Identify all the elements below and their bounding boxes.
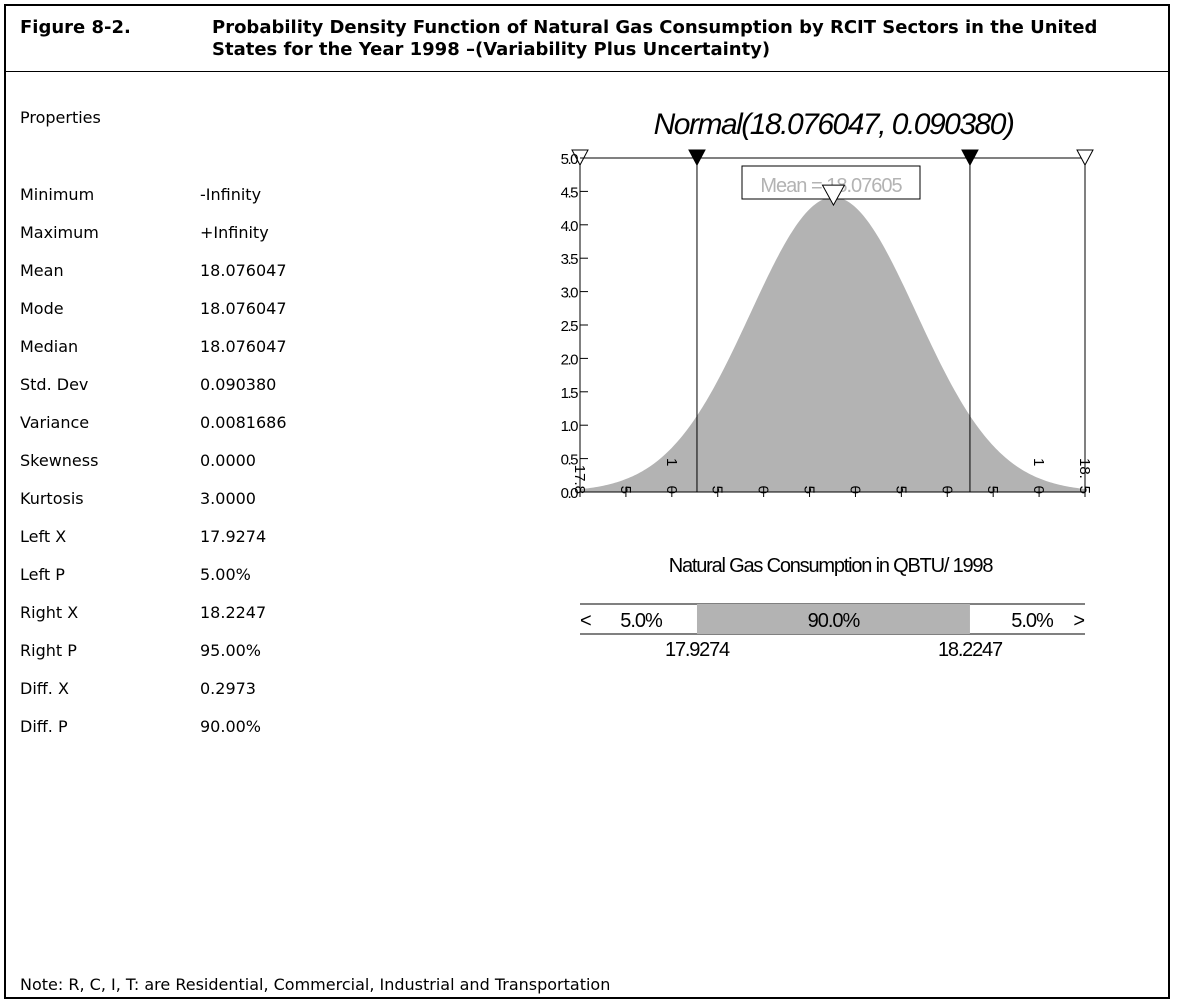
property-value: 3.0000 xyxy=(200,489,256,508)
property-name: Left P xyxy=(20,565,65,584)
prob-bar-middle-segment xyxy=(696,604,970,634)
x-tick-label: 5 xyxy=(617,486,634,494)
y-tick-label: 2.0 xyxy=(561,351,579,368)
property-name: Median xyxy=(20,337,79,356)
property-value: 17.9274 xyxy=(200,527,267,546)
prob-bar-left-value: 17.9274 xyxy=(665,639,730,661)
figure-label: Figure 8-2. xyxy=(20,17,131,38)
property-value: 0.090380 xyxy=(200,375,277,394)
property-name: Mode xyxy=(20,299,64,318)
figure-frame xyxy=(4,4,1170,999)
property-value: 90.00% xyxy=(200,717,262,736)
y-tick-label: 5.0 xyxy=(561,151,579,168)
y-tick-label: 4.5 xyxy=(561,184,579,201)
title-divider xyxy=(4,71,1170,72)
x-tick-label: 5 xyxy=(709,486,726,494)
x-tick-label: 5 xyxy=(984,486,1001,494)
y-tick-label: 1.5 xyxy=(561,385,579,402)
prob-bar-right-value: 18.2247 xyxy=(938,639,1003,661)
property-name: Right X xyxy=(20,603,79,622)
chart-title: Normal(18.076047, 0.090380) xyxy=(654,108,1014,141)
property-name: Kurtosis xyxy=(20,489,84,508)
right-delimiter-marker-icon xyxy=(961,149,979,167)
x-tick-label: 5 xyxy=(801,486,818,494)
property-value: 0.2973 xyxy=(200,679,256,698)
x-tick-label-partial: 1 xyxy=(663,458,680,466)
prob-bar-left-arrow: < xyxy=(580,610,592,632)
prob-bar-right-arrow: > xyxy=(1073,610,1085,632)
x-tick-label: 0 xyxy=(755,486,772,494)
property-value: 0.0000 xyxy=(200,451,256,470)
x-tick-label: 5 xyxy=(1076,486,1093,494)
property-value: 18.076047 xyxy=(200,261,287,280)
property-value: 18.076047 xyxy=(200,337,287,356)
footnote: Note: R, C, I, T: are Residential, Comme… xyxy=(20,975,611,994)
y-tick-label: 3.5 xyxy=(561,251,579,268)
y-tick-label: 2.5 xyxy=(561,318,579,335)
x-tick-label: 0 xyxy=(938,486,955,494)
prob-bar-right-pct: 5.0% xyxy=(1011,610,1054,632)
y-tick-label: 4.0 xyxy=(561,218,579,235)
property-name: Right P xyxy=(20,641,77,660)
x-tick-label: 5 xyxy=(892,486,909,494)
y-tick-label: 1.0 xyxy=(561,418,579,435)
x-axis-title: Natural Gas Consumption in QBTU/ 1998 xyxy=(669,555,994,577)
y-tick-label: 0.5 xyxy=(561,452,579,469)
x-tick-label: 0 xyxy=(846,486,863,494)
x-tick-label: 0 xyxy=(663,486,680,494)
properties-heading: Properties xyxy=(20,108,101,127)
prob-bar-middle-pct: 90.0% xyxy=(808,610,861,632)
density-area xyxy=(580,197,1085,492)
x-tick-label-partial: 1 xyxy=(1030,458,1047,466)
property-name: Left X xyxy=(20,527,67,546)
property-value: -Infinity xyxy=(200,185,262,204)
property-name: Variance xyxy=(20,413,90,432)
property-value: 18.2247 xyxy=(200,603,267,622)
left-delimiter-marker-icon xyxy=(688,149,706,167)
property-name: Mean xyxy=(20,261,64,280)
property-name: Diff. X xyxy=(20,679,69,698)
mean-marker-icon xyxy=(821,184,846,207)
y-tick-label: 3.0 xyxy=(561,285,579,302)
property-name: Skewness xyxy=(20,451,99,470)
property-value: +Infinity xyxy=(200,223,269,242)
property-name: Diff. P xyxy=(20,717,68,736)
property-value: 95.00% xyxy=(200,641,262,660)
property-name: Maximum xyxy=(20,223,99,242)
right-end-marker-icon xyxy=(1076,149,1094,167)
prob-bar-left-pct: 5.0% xyxy=(620,610,663,632)
property-name: Minimum xyxy=(20,185,95,204)
property-value: 5.00% xyxy=(200,565,251,584)
y-tick-label: 0.0 xyxy=(561,485,579,502)
figure-title: Probability Density Function of Natural … xyxy=(212,17,1098,60)
property-value: 18.076047 xyxy=(200,299,287,318)
x-tick-label: 0 xyxy=(1030,486,1047,494)
property-value: 0.0081686 xyxy=(200,413,287,432)
x-tick-label-partial: 18. xyxy=(1076,458,1093,479)
x-tick-label: 17.8 xyxy=(571,465,588,494)
property-name: Std. Dev xyxy=(20,375,89,394)
